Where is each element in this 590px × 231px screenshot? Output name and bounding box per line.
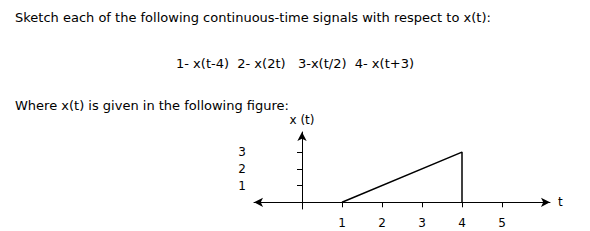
svg-text:3: 3	[418, 216, 426, 230]
svg-text:4: 4	[458, 216, 466, 230]
svg-text:Sketch each of the following c: Sketch each of the following continuous-…	[15, 10, 491, 25]
svg-text:1- x(t-4) 2- x(2t) 3-x(t/2): 1- x(t-4) 2- x(2t) 3-x(t/2) 4- x(t+3)	[176, 56, 414, 71]
svg-text:x (t): x (t)	[290, 113, 315, 127]
svg-text:5: 5	[498, 216, 506, 230]
svg-text:2: 2	[378, 216, 386, 230]
svg-text:1: 1	[238, 179, 246, 193]
svg-text:3: 3	[238, 145, 246, 159]
svg-text:Where x(t) is given in the fol: Where x(t) is given in the following fig…	[15, 98, 289, 113]
svg-text:t: t	[558, 195, 563, 209]
svg-text:1: 1	[338, 216, 346, 230]
svg-text:2: 2	[238, 162, 246, 176]
